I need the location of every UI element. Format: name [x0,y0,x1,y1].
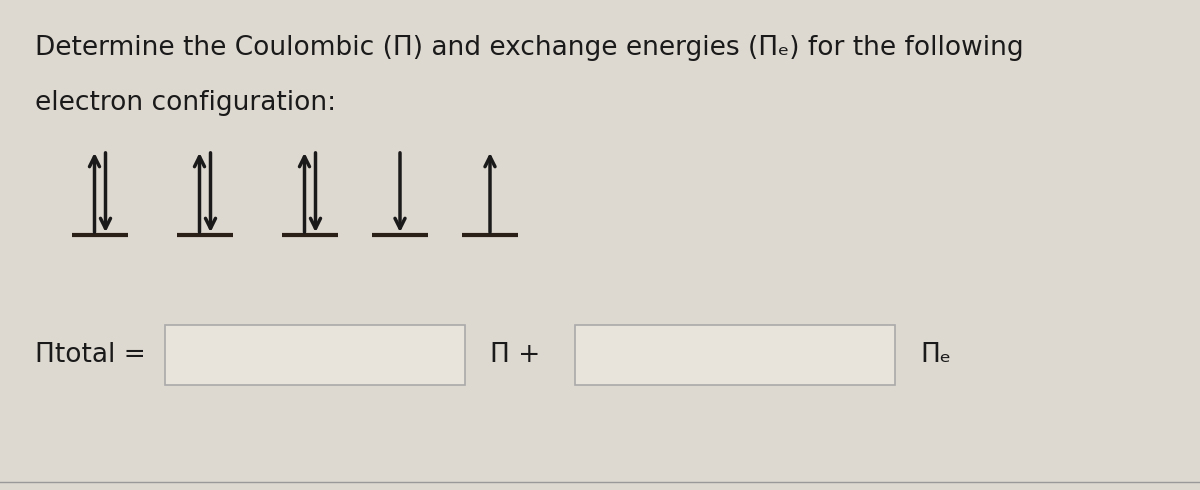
FancyBboxPatch shape [166,325,466,385]
Text: Determine the Coulombic (Π⁣) and exchange energies (Πₑ) for the following: Determine the Coulombic (Π⁣) and exchang… [35,35,1024,61]
Text: electron configuration:: electron configuration: [35,90,336,116]
Text: Π⁣ +: Π⁣ + [490,342,540,368]
Text: Πₑ: Πₑ [920,342,950,368]
FancyBboxPatch shape [575,325,895,385]
Text: Πtotal =: Πtotal = [35,342,145,368]
